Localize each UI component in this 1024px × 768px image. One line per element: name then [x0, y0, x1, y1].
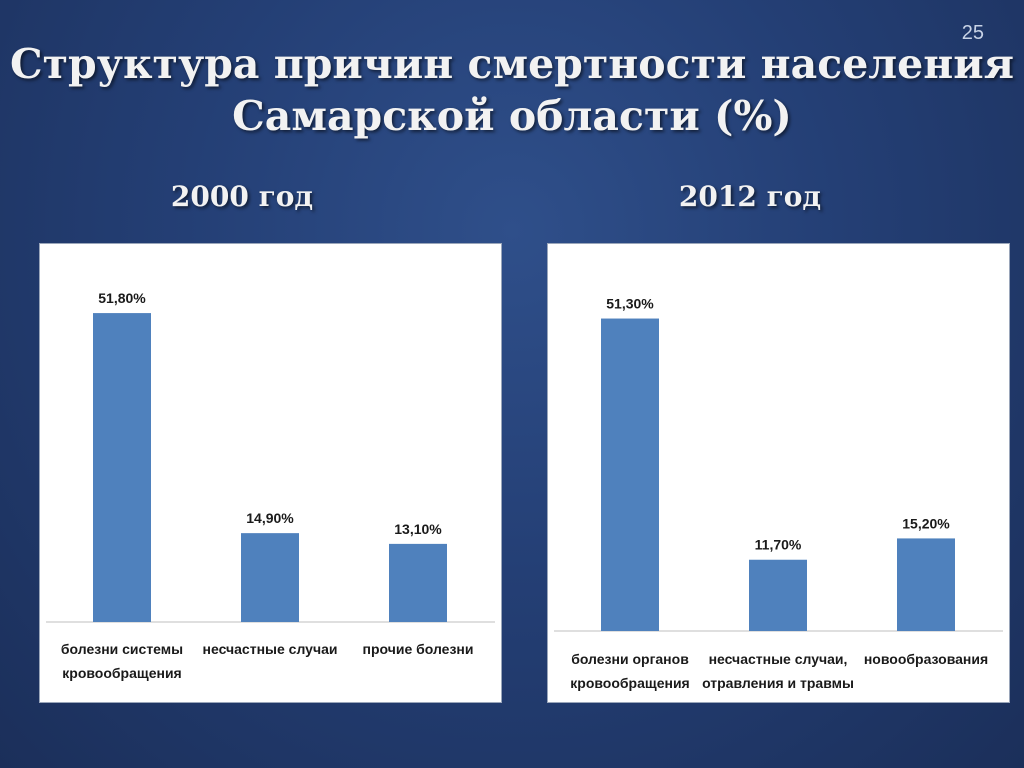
category-label-1-line-1: болезни органов	[571, 651, 689, 667]
chart-2000: 51,80% болезни системы кровообращения 14,90…	[46, 290, 495, 681]
bar-1	[601, 318, 659, 631]
slide-title: Структура причин смертности населения Са…	[0, 38, 1024, 142]
category-label-2-line-1: несчастные случаи	[203, 641, 338, 657]
data-label-3: 13,10%	[394, 521, 442, 537]
data-label-1: 51,30%	[606, 296, 654, 312]
chart-2000-panel: 51,80% болезни системы кровообращения 14,90…	[39, 243, 502, 703]
bar-1	[93, 313, 151, 622]
chart-2012: 51,30% болезни органов кровообращения 11,70…	[554, 296, 1003, 691]
bar-2	[749, 559, 807, 631]
bar-3	[389, 543, 447, 622]
bar-2	[241, 533, 299, 622]
category-label-1-line-1: болезни системы	[61, 641, 183, 657]
category-label-2-line-1: несчастные случаи,	[709, 651, 848, 667]
slide-number: 25	[961, 22, 984, 44]
chart-2000-title: 2000 год	[170, 180, 314, 213]
category-label-1-line-2: кровообращения	[570, 675, 689, 691]
category-label-2-line-2: отравления и травмы	[702, 675, 854, 691]
category-label-3-line-1: новообразования	[864, 651, 988, 667]
chart-2012-panel: 51,30% болезни органов кровообращения 11,70…	[547, 243, 1010, 703]
data-label-2: 11,70%	[755, 537, 802, 553]
bar-3	[897, 538, 955, 631]
data-label-2: 14,90%	[246, 510, 294, 526]
category-label-1-line-2: кровообращения	[62, 665, 181, 681]
data-label-3: 15,20%	[902, 515, 950, 531]
category-label-3-line-1: прочие болезни	[363, 641, 474, 657]
data-label-1: 51,80%	[98, 290, 146, 306]
title-line-1: Структура причин смертности населения	[10, 40, 1014, 88]
chart-2012-title: 2012 год	[678, 180, 822, 213]
title-line-2: Самарской области (%)	[232, 92, 792, 140]
